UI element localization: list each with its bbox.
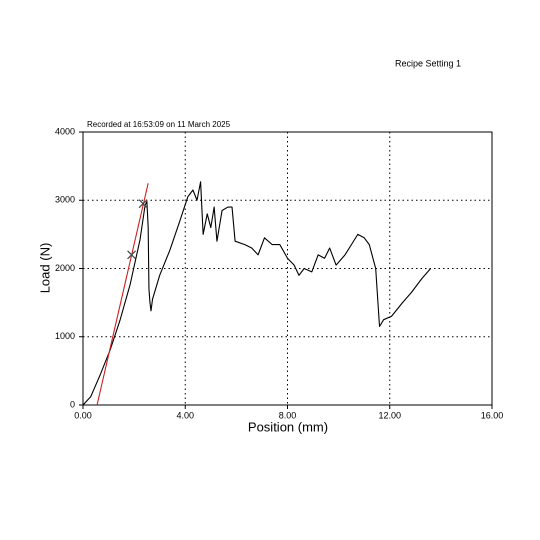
y-tick-label: 0 xyxy=(70,399,75,409)
x-tick-label: 16.00 xyxy=(481,410,504,420)
y-axis-label: Load (N) xyxy=(37,243,52,294)
chart-subtitle: Recorded at 16:53:09 on 11 March 2025 xyxy=(87,120,231,129)
y-tick-label: 1000 xyxy=(55,331,75,341)
y-tick-label: 3000 xyxy=(55,195,75,205)
data-line xyxy=(82,181,432,406)
x-tick-label: 4.00 xyxy=(176,410,194,420)
chart-title: Recipe Setting 1 xyxy=(395,58,461,68)
data-line xyxy=(96,183,149,406)
plot-frame xyxy=(82,131,493,406)
x-tick-label: 8.00 xyxy=(279,410,297,420)
y-tick-label: 4000 xyxy=(55,126,75,136)
y-tick-label: 2000 xyxy=(55,263,75,273)
point-marker xyxy=(138,199,148,209)
x-axis-label: Position (mm) xyxy=(248,419,328,434)
x-tick-label: 12.00 xyxy=(378,410,401,420)
x-tick-label: 0.00 xyxy=(74,410,92,420)
point-marker xyxy=(127,250,136,260)
